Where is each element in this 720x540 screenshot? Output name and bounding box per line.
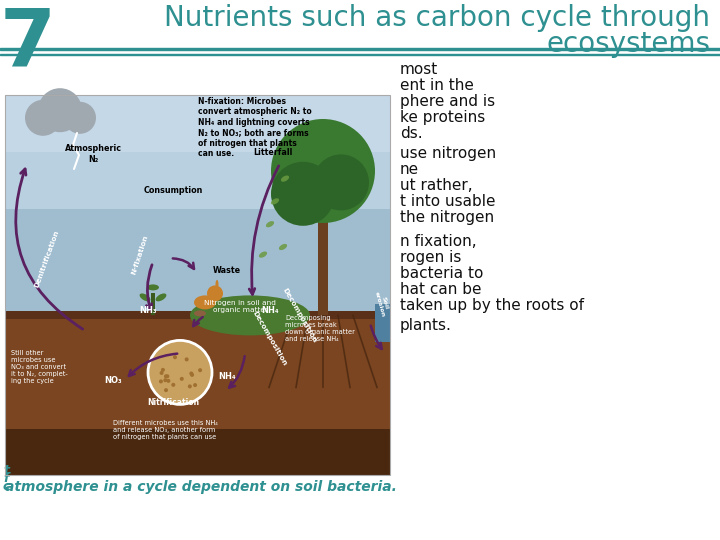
Text: ds.: ds. [400,126,423,141]
Text: Still other
microbes use
NO₃ and convert
it to N₂, complet-
ing the cycle: Still other microbes use NO₃ and convert… [11,349,68,383]
Circle shape [148,340,212,404]
Circle shape [163,387,166,391]
Circle shape [166,362,170,366]
Circle shape [183,394,186,398]
Text: Consumption: Consumption [143,186,203,195]
Text: NH₄: NH₄ [261,306,279,315]
Ellipse shape [259,252,267,258]
Text: most: most [400,62,438,77]
Text: Decomposition: Decomposition [252,310,288,367]
Ellipse shape [140,293,150,301]
Bar [0,48,720,50]
Circle shape [188,362,192,366]
Text: N-fixation: Microbes
convert atmospheric N₂ to
NH₄ and lightning coverts
N₂ to N: N-fixation: Microbes convert atmospheric… [198,97,312,158]
Bar [5,95,390,152]
Circle shape [158,373,163,377]
Text: n fixation,: n fixation, [400,234,477,249]
Text: N-fixation: N-fixation [131,234,149,275]
Text: Nutrients such as carbon cycle through: Nutrients such as carbon cycle through [164,4,710,32]
Circle shape [38,88,82,132]
Text: Nitrogen in soil and
organic matter: Nitrogen in soil and organic matter [204,300,276,313]
Ellipse shape [279,244,287,250]
Text: Waste: Waste [213,266,241,275]
Text: t: t [3,464,9,477]
Text: Litterfall: Litterfall [253,148,293,157]
Bar [5,315,390,475]
Text: taken up by the roots of: taken up by the roots of [400,298,584,313]
Ellipse shape [271,198,279,205]
Circle shape [177,356,181,361]
Circle shape [166,375,170,379]
Text: bacteria to: bacteria to [400,266,483,281]
Text: NO₃: NO₃ [104,376,122,385]
Text: ne: ne [400,162,419,177]
Circle shape [313,154,369,211]
Text: ecosystems: ecosystems [546,30,710,58]
Bar [0,54,720,55]
Bar [5,95,390,209]
Text: ke proteins: ke proteins [400,110,485,125]
Bar [318,220,328,315]
Circle shape [188,349,192,353]
Text: hat can be: hat can be [400,282,482,297]
Circle shape [207,286,223,301]
Text: phere and is: phere and is [400,94,495,109]
Circle shape [181,372,186,376]
Circle shape [178,394,181,398]
Text: use nitrogen: use nitrogen [400,146,496,161]
Circle shape [171,377,176,381]
Circle shape [161,379,164,383]
Text: Soil
erosion: Soil erosion [374,290,391,318]
Text: Decomposing
microbes break
down organic matter
and release NH₄: Decomposing microbes break down organic … [285,315,355,342]
Text: rogen is: rogen is [400,250,462,265]
Text: plants.: plants. [400,318,452,333]
Text: f: f [3,472,9,485]
Text: 7: 7 [0,4,56,82]
Text: Denitrification: Denitrification [34,229,60,288]
Bar [5,429,390,475]
Text: Decomposition: Decomposition [282,287,318,344]
Circle shape [25,100,61,136]
Circle shape [170,393,174,397]
Text: c: c [3,480,10,493]
Circle shape [171,379,174,382]
Circle shape [271,162,335,226]
Circle shape [271,119,375,223]
Ellipse shape [194,310,206,316]
Text: the nitrogen: the nitrogen [400,210,494,225]
Bar [5,312,390,319]
Text: atmosphere in a cycle dependent on soil bacteria.: atmosphere in a cycle dependent on soil … [5,480,397,494]
Circle shape [162,384,166,388]
Ellipse shape [215,280,218,289]
Ellipse shape [156,293,166,301]
Text: NH₄: NH₄ [218,373,236,381]
Circle shape [64,102,96,134]
Text: Atmospheric
N₂: Atmospheric N₂ [65,144,122,164]
Text: NH₃: NH₃ [139,306,157,315]
Ellipse shape [281,176,289,182]
Text: ut rather,: ut rather, [400,178,472,193]
Text: Nitrification: Nitrification [147,399,199,407]
Ellipse shape [147,285,159,291]
Bar [5,95,390,315]
Bar [151,293,155,315]
Text: Different microbes use this NH₄
and release NO₃, another form
of nitrogen that p: Different microbes use this NH₄ and rele… [113,420,217,440]
Text: t into usable: t into usable [400,194,495,209]
Ellipse shape [190,295,310,335]
Text: ent in the: ent in the [400,78,474,93]
Bar [375,304,390,342]
Bar [5,95,390,475]
Ellipse shape [194,295,216,309]
Ellipse shape [266,221,274,227]
